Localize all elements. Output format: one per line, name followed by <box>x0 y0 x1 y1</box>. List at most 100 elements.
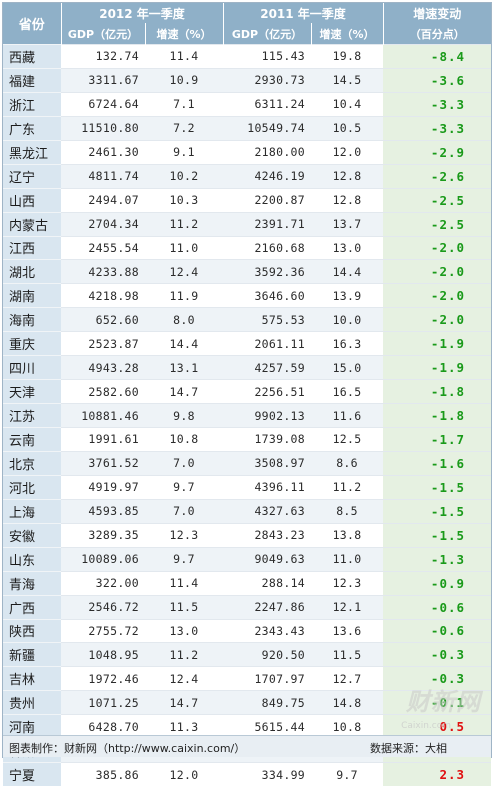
gdp-2012-cell: 2755.72 <box>61 619 145 643</box>
change-cell: -3.6 <box>383 68 491 92</box>
table-footer: 图表制作：财新网（http://www.caixin.com/） 数据来源：大相 <box>3 735 491 757</box>
growth-2011-cell: 11.5 <box>311 643 383 667</box>
gdp-2011-cell: 115.43 <box>223 45 311 69</box>
province-cell: 陕西 <box>3 619 61 643</box>
growth-2012-cell: 14.7 <box>145 691 223 715</box>
province-cell: 吉林 <box>3 667 61 691</box>
header-change-line2: （百分点） <box>383 23 491 45</box>
growth-2011-cell: 13.9 <box>311 284 383 308</box>
header-growth-2012: 增速（%） <box>145 23 223 45</box>
province-cell: 青海 <box>3 571 61 595</box>
growth-2011-cell: 13.0 <box>311 236 383 260</box>
change-cell: -0.6 <box>383 595 491 619</box>
growth-2012-cell: 8.0 <box>145 308 223 332</box>
gdp-2011-cell: 4327.63 <box>223 499 311 523</box>
table-header: 省份 2012 年一季度 2011 年一季度 增速变动 GDP（亿元） 增速（%… <box>3 3 491 45</box>
growth-2012-cell: 7.0 <box>145 499 223 523</box>
province-cell: 山西 <box>3 188 61 212</box>
change-cell: -2.0 <box>383 284 491 308</box>
change-cell: -1.3 <box>383 547 491 571</box>
province-cell: 河北 <box>3 475 61 499</box>
gdp-2011-cell: 3646.60 <box>223 284 311 308</box>
growth-2012-cell: 7.0 <box>145 451 223 475</box>
gdp-2011-cell: 2256.51 <box>223 380 311 404</box>
gdp-2011-cell: 288.14 <box>223 571 311 595</box>
gdp-2012-cell: 4218.98 <box>61 284 145 308</box>
growth-2012-cell: 10.2 <box>145 164 223 188</box>
gdp-2012-cell: 4919.97 <box>61 475 145 499</box>
province-cell: 安徽 <box>3 523 61 547</box>
province-cell: 西藏 <box>3 45 61 69</box>
header-province: 省份 <box>3 3 61 45</box>
growth-2011-cell: 12.3 <box>311 571 383 595</box>
province-cell: 黑龙江 <box>3 140 61 164</box>
watermark-logo: 财新网 <box>406 682 481 717</box>
gdp-2012-cell: 322.00 <box>61 571 145 595</box>
growth-2011-cell: 12.7 <box>311 667 383 691</box>
province-cell: 海南 <box>3 308 61 332</box>
growth-2012-cell: 13.1 <box>145 356 223 380</box>
growth-2012-cell: 9.7 <box>145 475 223 499</box>
gdp-2011-cell: 4257.59 <box>223 356 311 380</box>
gdp-2012-cell: 1972.46 <box>61 667 145 691</box>
growth-2012-cell: 9.7 <box>145 547 223 571</box>
gdp-2011-cell: 6311.24 <box>223 92 311 116</box>
growth-2011-cell: 14.8 <box>311 691 383 715</box>
province-cell: 上海 <box>3 499 61 523</box>
growth-2011-cell: 15.0 <box>311 356 383 380</box>
growth-2011-cell: 12.0 <box>311 140 383 164</box>
gdp-2011-cell: 4396.11 <box>223 475 311 499</box>
gdp-2012-cell: 10089.06 <box>61 547 145 571</box>
gdp-2011-cell: 2247.86 <box>223 595 311 619</box>
change-cell: -1.6 <box>383 451 491 475</box>
gdp-2012-cell: 4943.28 <box>61 356 145 380</box>
growth-2011-cell: 8.6 <box>311 451 383 475</box>
gdp-2012-cell: 385.86 <box>61 763 145 786</box>
gdp-2011-cell: 2160.68 <box>223 236 311 260</box>
gdp-2011-cell: 2200.87 <box>223 188 311 212</box>
province-cell: 贵州 <box>3 691 61 715</box>
growth-2011-cell: 13.7 <box>311 212 383 236</box>
change-cell: -2.6 <box>383 164 491 188</box>
growth-2012-cell: 10.9 <box>145 68 223 92</box>
growth-2012-cell: 7.2 <box>145 116 223 140</box>
gdp-2011-cell: 2930.73 <box>223 68 311 92</box>
gdp-2012-cell: 2461.30 <box>61 140 145 164</box>
province-cell: 四川 <box>3 356 61 380</box>
gdp-2011-cell: 334.99 <box>223 763 311 786</box>
growth-2011-cell: 16.3 <box>311 332 383 356</box>
header-growth-2011: 增速（%） <box>311 23 383 45</box>
growth-2012-cell: 9.1 <box>145 140 223 164</box>
growth-2012-cell: 11.5 <box>145 595 223 619</box>
change-cell: -0.6 <box>383 619 491 643</box>
province-cell: 湖北 <box>3 260 61 284</box>
header-group-2011: 2011 年一季度 <box>223 3 383 23</box>
province-cell: 江苏 <box>3 404 61 428</box>
gdp-2011-cell: 920.50 <box>223 643 311 667</box>
growth-2012-cell: 11.2 <box>145 212 223 236</box>
gdp-2012-cell: 2704.34 <box>61 212 145 236</box>
growth-2012-cell: 9.8 <box>145 404 223 428</box>
change-cell: -2.0 <box>383 308 491 332</box>
province-cell: 福建 <box>3 68 61 92</box>
chart-credit: 图表制作：财新网（http://www.caixin.com/） <box>9 740 245 756</box>
growth-2011-cell: 14.4 <box>311 260 383 284</box>
gdp-2012-cell: 4811.74 <box>61 164 145 188</box>
change-cell: -1.8 <box>383 404 491 428</box>
change-cell: -2.0 <box>383 236 491 260</box>
change-cell: -2.5 <box>383 188 491 212</box>
